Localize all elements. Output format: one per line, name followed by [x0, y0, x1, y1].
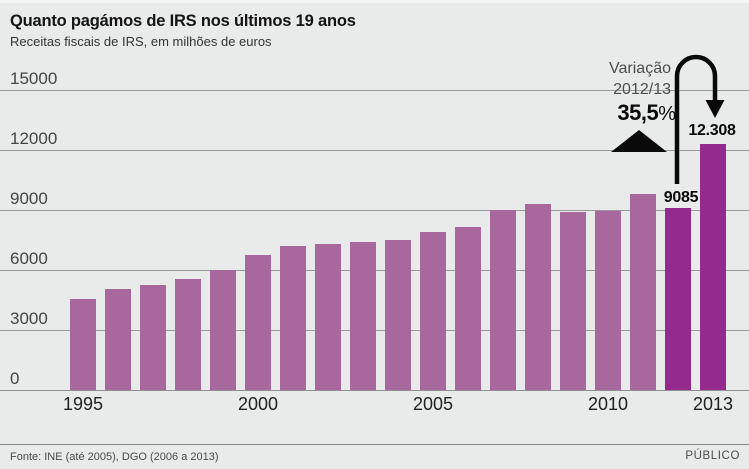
- footer-divider: [0, 444, 749, 445]
- bar-2007: [490, 210, 516, 390]
- bar-2009: [560, 211, 586, 390]
- chart-subtitle: Receitas fiscais de IRS, em milhões de e…: [10, 34, 272, 49]
- gridline-9000: [0, 210, 749, 211]
- bar-2011: [630, 194, 656, 390]
- bar-2006: [455, 226, 481, 390]
- bar-1999: [210, 270, 236, 390]
- y-axis-tick-9000: 9000: [10, 189, 48, 208]
- variation-percent: 35,5%: [617, 100, 676, 126]
- y-axis-tick-12000: 12000: [10, 129, 58, 148]
- bar-2002: [315, 244, 341, 390]
- variation-label: Variação 2012/13: [609, 58, 671, 100]
- percent-sign: %: [658, 103, 676, 125]
- x-axis-tick-2010: 2010: [587, 394, 629, 414]
- value-label-2012: 9085: [663, 189, 699, 206]
- bar-1998: [175, 279, 201, 390]
- bar-2008: [525, 204, 551, 390]
- y-axis-tick-0: 0: [10, 369, 20, 388]
- chart-title: Quanto pagámos de IRS nos últimos 19 ano…: [10, 12, 356, 30]
- variation-label-line1: Variação: [609, 60, 671, 77]
- variation-label-line2: 2012/13: [613, 81, 671, 98]
- bar-2012: [665, 208, 691, 390]
- x-axis-tick-2000: 2000: [237, 394, 279, 414]
- gridline-0: [0, 390, 749, 391]
- top-strip: [0, 0, 749, 3]
- bar-2005: [420, 232, 446, 390]
- y-axis-tick-6000: 6000: [10, 249, 48, 268]
- bar-2001: [280, 246, 306, 390]
- bar-1997: [140, 285, 166, 390]
- bar-2000: [245, 255, 271, 390]
- value-label-2013: 12.308: [688, 122, 736, 139]
- x-axis-tick-2013: 2013: [692, 394, 734, 414]
- gridline-15000: [0, 90, 749, 91]
- y-axis-tick-3000: 3000: [10, 309, 48, 328]
- bar-2003: [350, 241, 376, 390]
- variation-percent-value: 35,5: [617, 100, 659, 125]
- bar-1995: [70, 299, 96, 390]
- source-credit: Fonte: INE (até 2005), DGO (2006 a 2013): [10, 451, 219, 463]
- bar-2004: [385, 240, 411, 390]
- x-axis-tick-2005: 2005: [412, 394, 454, 414]
- bar-2013: [700, 143, 726, 390]
- x-axis-tick-1995: 1995: [62, 394, 104, 414]
- publico-brand: PÚBLICO: [685, 450, 740, 462]
- gridline-12000: [0, 150, 749, 151]
- increase-triangle-icon: [611, 130, 667, 152]
- y-axis-tick-15000: 15000: [10, 69, 58, 88]
- bar-1996: [105, 289, 131, 390]
- bar-2010: [595, 211, 621, 390]
